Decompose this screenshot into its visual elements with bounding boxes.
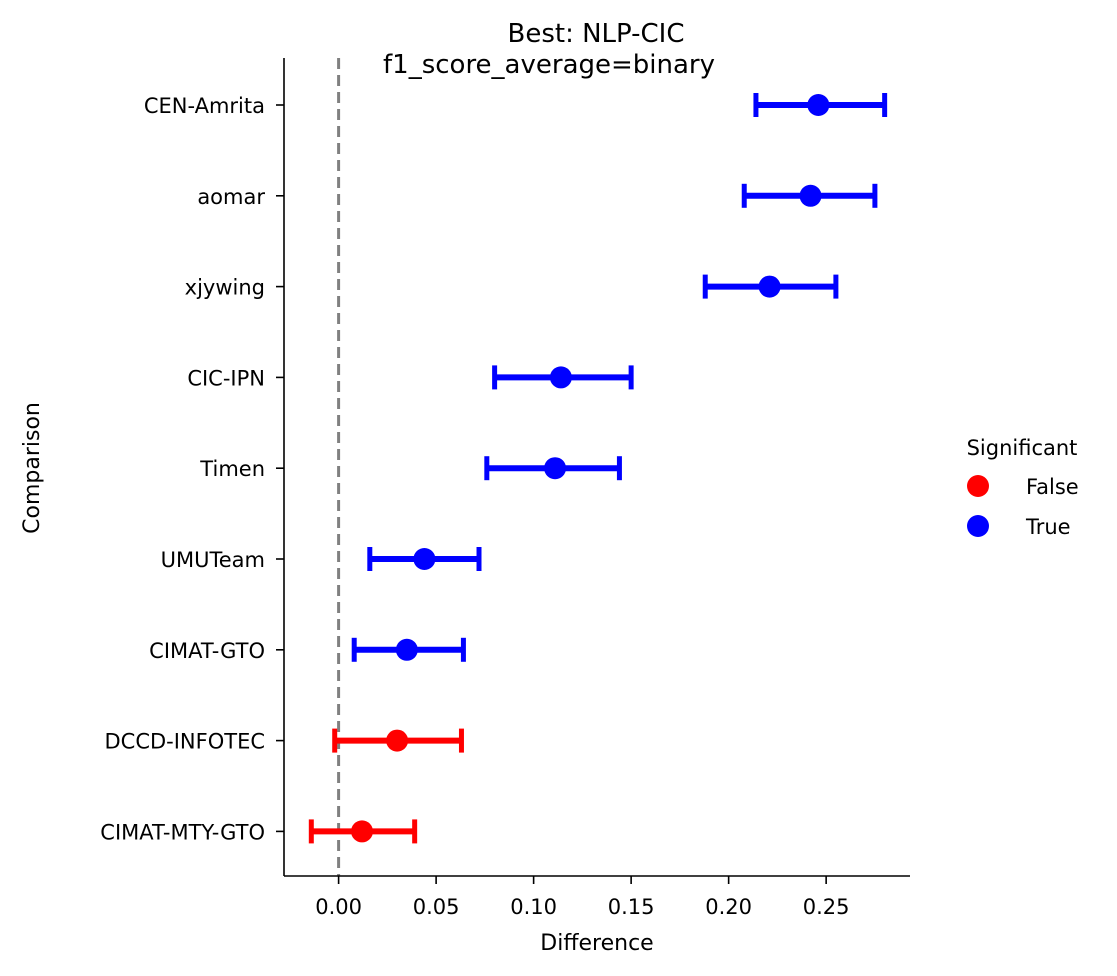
y-tick-label: CIC-IPN <box>187 366 265 390</box>
y-axis-ticks: CEN-Amrita aomar xjywing CIC-IPN Timen UMUTea… <box>100 94 284 844</box>
y-tick-label: xjywing <box>185 276 265 300</box>
estimate-point <box>413 548 436 570</box>
legend-title: Significant <box>967 436 1078 460</box>
comparison-row <box>332 728 464 753</box>
chart-title: Best: NLP-CIC <box>508 19 685 49</box>
x-axis-label: Difference <box>540 931 653 956</box>
legend-label-false: False <box>1026 475 1079 499</box>
estimate-point <box>386 729 409 752</box>
y-tick-label: CIMAT-GTO <box>149 639 265 663</box>
legend-marker-true <box>967 515 989 537</box>
chart-subtitle: f1_score_average=binary <box>383 50 715 80</box>
x-tick-label: 0.20 <box>705 895 752 919</box>
comparison-row <box>741 183 878 208</box>
x-tick-label: 0.25 <box>803 895 850 919</box>
legend-marker-false <box>967 475 989 497</box>
y-tick-label: aomar <box>197 185 265 209</box>
y-axis-label: Comparison <box>20 402 45 534</box>
estimate-point <box>807 94 830 116</box>
y-tick-label: DCCD-INFOTEC <box>104 730 265 754</box>
x-tick-label: 0.05 <box>413 895 460 919</box>
estimate-point <box>351 820 374 843</box>
comparison-row <box>308 819 418 844</box>
legend-label-true: True <box>1025 515 1071 539</box>
estimate-point <box>549 366 572 389</box>
estimate-point <box>799 184 822 207</box>
y-tick-label: Timen <box>199 457 265 481</box>
y-tick-label: UMUTeam <box>161 548 265 572</box>
legend: Significant False True <box>967 436 1079 539</box>
y-tick-label: CEN-Amrita <box>144 94 265 118</box>
comparison-row <box>367 547 482 571</box>
x-tick-label: 0.15 <box>608 895 655 919</box>
comparison-row <box>484 456 622 481</box>
plot-area <box>308 58 888 876</box>
x-tick-label: 0.10 <box>510 895 557 919</box>
comparison-row <box>753 93 888 117</box>
x-tick-label: 0.00 <box>315 895 362 919</box>
estimate-point <box>758 275 781 298</box>
x-axis-ticks: 0.00 0.05 0.10 0.15 0.20 0.25 <box>315 876 850 919</box>
comparison-row <box>351 637 466 662</box>
estimate-point <box>544 457 567 480</box>
comparison-row <box>702 274 839 299</box>
comparison-row <box>492 365 634 390</box>
y-tick-label: CIMAT-MTY-GTO <box>100 820 265 844</box>
estimate-point <box>395 638 418 661</box>
